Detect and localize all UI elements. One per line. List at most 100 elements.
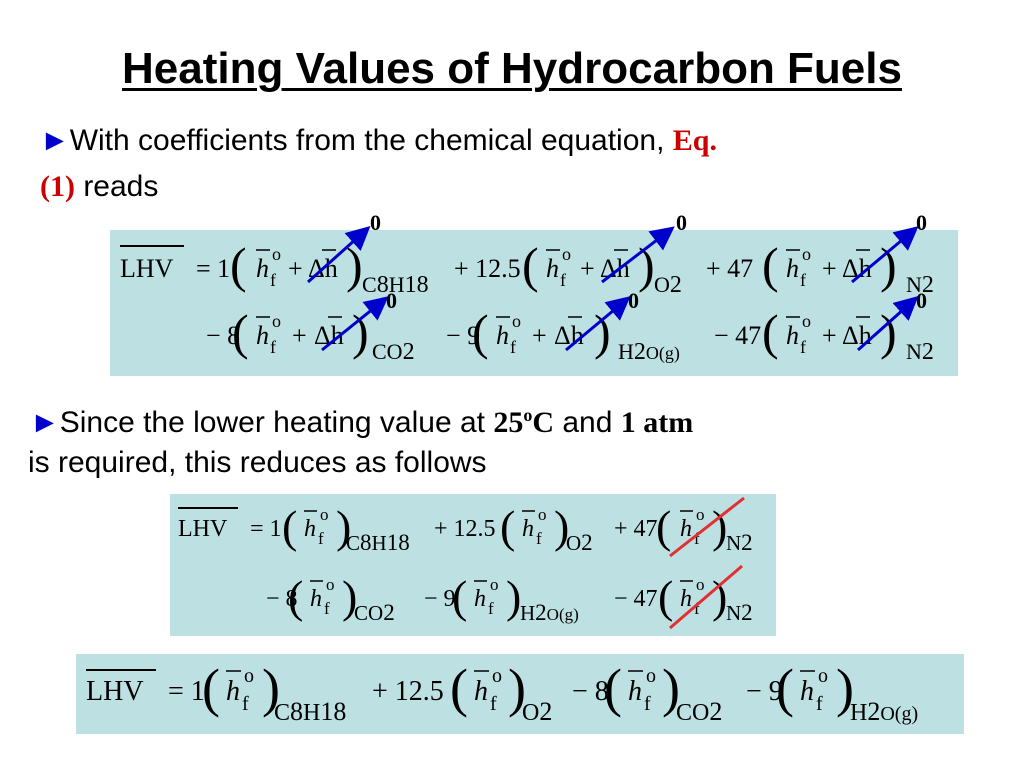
svg-text:o: o [512, 311, 521, 331]
bullet1-text-b: reads [74, 170, 159, 203]
svg-text:f: f [510, 337, 516, 357]
slide-title: Heating Values of Hydrocarbon Fuels [122, 44, 902, 93]
svg-text:C8H18: C8H18 [274, 697, 346, 726]
svg-text:(: ( [202, 658, 220, 718]
svg-text:C8H18: C8H18 [346, 530, 410, 555]
svg-text:): ) [342, 571, 357, 622]
svg-text:− 47: − 47 [614, 586, 658, 612]
coef-co2: − 8 [206, 321, 240, 350]
svg-text:h: h [680, 516, 692, 542]
bullet-lower-heating-value: ►Since the lower heating value at 25oC a… [30, 394, 1010, 444]
svg-text:o: o [492, 665, 502, 687]
svg-text:(: ( [288, 571, 303, 622]
bullet2-text-a: Since the lower heating value at [59, 406, 494, 439]
svg-text:f: f [694, 599, 700, 618]
svg-text:+: + [822, 321, 837, 350]
svg-text:o: o [272, 311, 281, 331]
svg-text:f: f [318, 529, 324, 548]
svg-text:o: o [646, 665, 656, 687]
svg-text:o: o [320, 505, 329, 524]
svg-text:(: ( [776, 658, 794, 718]
equation-number: (1) [40, 170, 75, 203]
zero-label: 0 [916, 288, 927, 313]
svg-text:h: h [546, 254, 559, 283]
svg-text:h: h [496, 321, 509, 350]
bullet-coefficients-line2: (1) reads [40, 166, 158, 208]
svg-text:h: h [786, 321, 799, 350]
bullet-lower-heating-value-line2: is required, this reduces as follows [28, 446, 487, 479]
coef-h2o: − 9 [446, 321, 480, 350]
svg-text:O2: O2 [522, 697, 552, 726]
svg-text:f: f [816, 693, 823, 715]
svg-text:H2O(g): H2O(g) [520, 600, 579, 625]
svg-text:h: h [304, 516, 316, 542]
coef-o2: + 12.5 [454, 254, 521, 283]
svg-text:(: ( [658, 571, 673, 622]
svg-text:N2: N2 [906, 339, 934, 365]
svg-text:(: ( [656, 501, 671, 552]
svg-text:− 9: − 9 [746, 676, 783, 707]
svg-text:o: o [562, 244, 571, 264]
svg-text:h: h [786, 254, 799, 283]
svg-text:C8H18: C8H18 [362, 272, 429, 298]
svg-text:O2: O2 [566, 530, 593, 555]
svg-text:f: f [644, 693, 651, 715]
svg-text:(: ( [604, 658, 622, 718]
pressure-value: 1 atm [620, 406, 694, 439]
svg-text:f: f [694, 529, 700, 548]
svg-text:o: o [802, 311, 811, 331]
lhv-label: LHV [120, 254, 174, 283]
svg-text:− 8: − 8 [266, 586, 298, 612]
zero-label: 0 [676, 210, 687, 235]
svg-text:): ) [506, 571, 521, 622]
svg-text:(: ( [230, 237, 247, 293]
svg-text:= 1: = 1 [168, 676, 205, 707]
zero-labels: 0 0 0 0 0 0 [370, 210, 927, 313]
svg-text:f: f [800, 337, 806, 357]
svg-text:h: h [226, 676, 240, 707]
svg-text:): ) [554, 501, 569, 552]
svg-text:f: f [270, 337, 276, 357]
svg-text:f: f [800, 270, 806, 290]
coef-n2-products: − 47 [714, 321, 761, 350]
svg-text:h: h [474, 676, 488, 707]
equation-reference: Eq. [672, 124, 717, 157]
bullet-coefficients: ►With coefficients from the chemical equ… [40, 120, 990, 162]
bullet-arrow-icon: ► [40, 124, 70, 157]
svg-text:N2: N2 [726, 600, 753, 625]
svg-text:): ) [662, 658, 680, 718]
svg-text:f: f [488, 599, 494, 618]
svg-text:o: o [802, 244, 811, 264]
svg-text:(: ( [282, 501, 297, 552]
svg-text:+: + [532, 321, 547, 350]
svg-text:f: f [560, 270, 566, 290]
svg-text:CO2: CO2 [372, 339, 415, 365]
full-lhv-equation: LHV = 1 ( h f o + Δh ) C8H18 + 12.5 ( h … [110, 230, 958, 376]
f-sub: f [270, 270, 276, 290]
svg-text:): ) [508, 658, 526, 718]
svg-text:O2: O2 [654, 272, 682, 298]
zero-label: 0 [370, 210, 381, 235]
strike-out-lines [669, 496, 745, 630]
svg-text:(: ( [472, 304, 489, 360]
svg-text:(: ( [452, 571, 467, 622]
svg-text:+ 12.5: + 12.5 [434, 516, 496, 542]
svg-text:H2O(g): H2O(g) [850, 697, 918, 726]
svg-text:): ) [836, 658, 854, 718]
bullet1-text-a: With coefficients from the chemical equa… [69, 124, 673, 157]
svg-text:+ 47: + 47 [614, 516, 658, 542]
svg-text:): ) [346, 237, 363, 293]
svg-text:o: o [490, 575, 499, 594]
svg-text:− 9: − 9 [424, 586, 456, 612]
svg-text:h: h [310, 586, 322, 612]
svg-text:(: ( [762, 304, 779, 360]
svg-text:h: h [256, 321, 269, 350]
svg-text:N2: N2 [906, 272, 934, 298]
svg-text:− 8: − 8 [572, 676, 609, 707]
zero-label: 0 [628, 288, 639, 313]
o-sup: o [272, 244, 281, 264]
svg-text:o: o [326, 575, 335, 594]
h-symbol: h [256, 254, 269, 283]
zero-label: 0 [386, 288, 397, 313]
